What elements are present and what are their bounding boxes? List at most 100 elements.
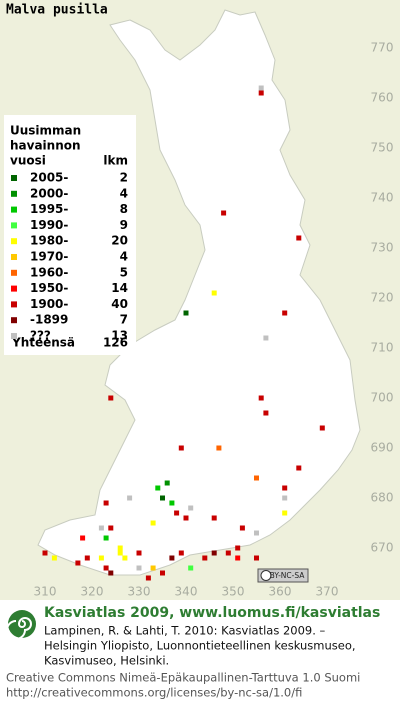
occurrence-square [108,525,114,531]
occurrence-square [75,560,81,566]
y-tick-label: 760 [371,91,394,105]
occurrence-square [258,90,264,96]
occurrence-square [169,500,175,506]
legend-period: -1899 [30,313,68,327]
occurrence-square [117,545,123,551]
legend-period: 1960- [30,265,68,279]
legend-total: 126 [103,336,128,350]
legend-count: 14 [111,281,128,295]
x-tick-label: 320 [81,585,104,599]
occurrence-square [164,480,170,486]
license-line: Creative Commons Nimeä-Epäkaupallinen-Ta… [6,671,360,685]
occurrence-square [263,410,269,416]
y-tick-label: 670 [371,541,394,555]
legend-swatch [11,301,17,308]
occurrence-square [84,555,90,561]
legend-count: 7 [120,313,128,327]
occurrence-square [136,565,142,571]
occurrence-square [282,510,288,516]
legend-swatch [11,285,17,292]
y-tick-label: 750 [371,141,394,155]
legend-swatch [11,317,17,324]
legend-period: 1990- [30,218,68,232]
legend-swatch [11,333,17,339]
legend-count: 4 [120,186,128,200]
x-tick-label: 330 [128,585,151,599]
legend-period: ??? [30,329,51,343]
legend-period: 2005- [30,171,68,185]
legend-heading: vuosi [10,154,46,168]
occurrence-square [258,85,264,91]
occurrence-square [150,520,156,526]
occurrence-square [127,495,133,501]
occurrence-square [221,210,227,216]
occurrence-square [183,515,189,521]
footer-headline: Kasviatlas 2009, www.luomus.fi/kasviatla… [44,605,380,621]
legend-swatch [11,254,17,260]
y-tick-label: 700 [371,391,394,405]
legend-period: 1900- [30,297,68,311]
legend-period: 1970- [30,250,68,264]
cc-icon [260,570,272,581]
legend-count: 5 [120,265,128,279]
x-tick-label: 340 [175,585,198,599]
occurrence-square [178,550,184,556]
occurrence-square [122,555,128,561]
occurrence-square [98,555,104,561]
badge-text: BY-NC-SA [270,571,306,580]
logo-circle [8,610,36,638]
occurrence-square [216,445,222,451]
legend: Uusimman havainnon vuosi lkm Yhteensä 12… [10,124,128,350]
x-tick-label: 350 [222,585,245,599]
x-tick-label: 310 [34,585,57,599]
legend-period: 1995- [30,202,68,216]
occurrence-square [239,525,245,531]
occurrence-square [98,525,104,531]
occurrence-square [103,535,109,541]
occurrence-square [235,545,241,551]
occurrence-square [258,395,264,401]
citation-line: Lampinen, R. & Lahti, T. 2010: Kasviatla… [44,624,326,638]
occurrence-square [211,290,217,296]
occurrence-square [282,310,288,316]
occurrence-square [103,565,109,571]
occurrence-square [80,535,86,541]
occurrence-square [225,550,231,556]
x-tick-label: 370 [316,585,339,599]
occurrence-square [202,555,208,561]
occurrence-square [103,500,109,506]
legend-count: 9 [120,218,128,232]
occurrence-square [211,550,217,556]
legend-total-label: Yhteensä [11,336,75,350]
legend-swatch [11,175,17,181]
x-tick-label: 360 [269,585,292,599]
y-tick-label: 710 [371,341,394,355]
license-badge: BY-NC-SA [257,568,309,583]
legend-swatch [11,238,17,245]
y-tick-label: 680 [371,491,394,505]
occurrence-square [188,565,194,571]
occurrence-square [160,495,165,501]
occurrence-square [150,565,156,571]
legend-count: 8 [120,202,128,216]
legend-header: Uusimman [10,124,81,138]
citation-line: Helsingin Yliopisto, Luonnontieteellinen… [44,639,356,653]
y-tick-label: 740 [371,191,394,205]
occurrence-square [254,530,259,536]
legend-header: havainnon [10,139,81,153]
occurrence-square [282,485,288,491]
occurrence-square [155,485,161,491]
legend-swatch [11,206,17,213]
citation-line: Kasvimuseo, Helsinki. [44,654,169,668]
logo-spiral [6,617,32,640]
legend-count: 2 [120,171,128,185]
occurrence-square [108,570,114,576]
legend-swatch [11,222,17,229]
legend-heading: lkm [103,154,128,168]
occurrence-square [319,425,325,431]
occurrence-square [188,505,194,511]
license-line: http://creativecommons.org/licenses/by-n… [6,686,302,700]
legend-period: 1950- [30,281,68,295]
occurrence-square [183,310,189,316]
